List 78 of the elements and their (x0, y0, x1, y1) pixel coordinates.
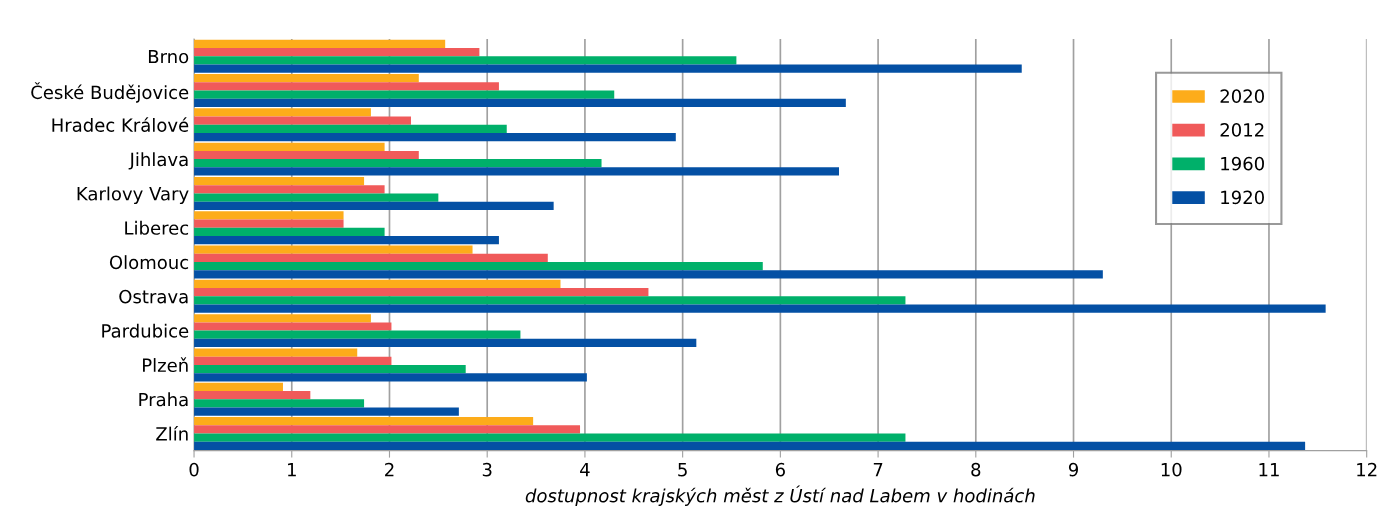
y-tick-label: Liberec (125, 220, 189, 235)
bar (194, 98, 846, 107)
bar (194, 235, 499, 245)
y-tick-label: Hradec Králové (52, 117, 189, 132)
x-tick-label: 2 (385, 462, 394, 477)
bar (194, 39, 446, 48)
bar (194, 245, 473, 254)
bar (194, 373, 587, 382)
bar (194, 279, 561, 289)
y-tick-label: Pardubice (102, 323, 189, 338)
bar (194, 304, 1326, 313)
bar (194, 348, 358, 357)
bar (194, 322, 392, 331)
x-tick-label: 8 (971, 462, 981, 477)
bar (194, 390, 311, 400)
bar (194, 417, 534, 426)
bar (194, 253, 548, 263)
bar (194, 47, 480, 57)
bar (194, 193, 439, 202)
y-tick-label: Jihlava (128, 152, 188, 170)
bar (194, 338, 697, 348)
bar (194, 150, 419, 160)
bar (194, 159, 602, 168)
x-tick-label: 1 (288, 463, 296, 477)
bar (194, 296, 906, 305)
bar (194, 407, 459, 416)
legend-label: 1960 (1221, 156, 1264, 171)
legend-label: 2012 (1220, 123, 1264, 137)
bar (194, 64, 1022, 73)
x-tick-label: 12 (1357, 462, 1377, 477)
bar (194, 330, 521, 339)
x-tick-label: 0 (189, 462, 199, 477)
y-tick-label: Zlín (156, 425, 188, 441)
legend-label: 1920 (1221, 190, 1264, 205)
y-tick-label: Praha (139, 392, 188, 407)
y-tick-label: Plzeň (143, 357, 188, 373)
y-tick-label: České Budějovice (31, 82, 189, 103)
bar (194, 82, 499, 91)
x-tick-label: 7 (873, 463, 883, 477)
bar (194, 116, 411, 125)
bar (194, 90, 615, 99)
bar (194, 399, 365, 408)
bar (194, 425, 581, 434)
bar (194, 211, 344, 220)
x-tick-label: 10 (1161, 462, 1182, 477)
bar (194, 356, 392, 365)
bar (194, 133, 676, 142)
bar (194, 262, 763, 271)
bar (194, 142, 385, 151)
bar (194, 185, 385, 194)
x-tick-label: 5 (678, 463, 687, 477)
bar (194, 441, 1306, 450)
bar (194, 433, 906, 442)
bar (194, 124, 507, 134)
bar (194, 288, 649, 297)
x-tick-label: 11 (1259, 463, 1279, 477)
bar (194, 382, 283, 391)
x-tick-label: 4 (580, 463, 590, 477)
bar (194, 74, 419, 83)
bar (194, 270, 1103, 279)
x-tick-label: 9 (1068, 462, 1078, 477)
bar (194, 227, 385, 236)
bar (194, 364, 466, 374)
y-tick-label: Olomouc (109, 255, 189, 270)
bar (194, 167, 839, 176)
bar (194, 314, 371, 323)
x-tick-label: 6 (775, 462, 785, 477)
bar (194, 176, 365, 186)
y-tick-label: Karlovy Vary (77, 186, 189, 205)
x-axis-title: dostupnost krajských měst z Ústí nad Labem v hodinách (525, 485, 1035, 506)
bar (194, 219, 344, 228)
legend-label: 2020 (1220, 89, 1264, 104)
y-tick-label: Brno (148, 49, 189, 64)
x-tick-label: 3 (482, 462, 492, 477)
y-tick-label: Ostrava (119, 289, 188, 304)
bar (194, 108, 371, 117)
bar (194, 56, 737, 65)
bar (194, 201, 554, 210)
